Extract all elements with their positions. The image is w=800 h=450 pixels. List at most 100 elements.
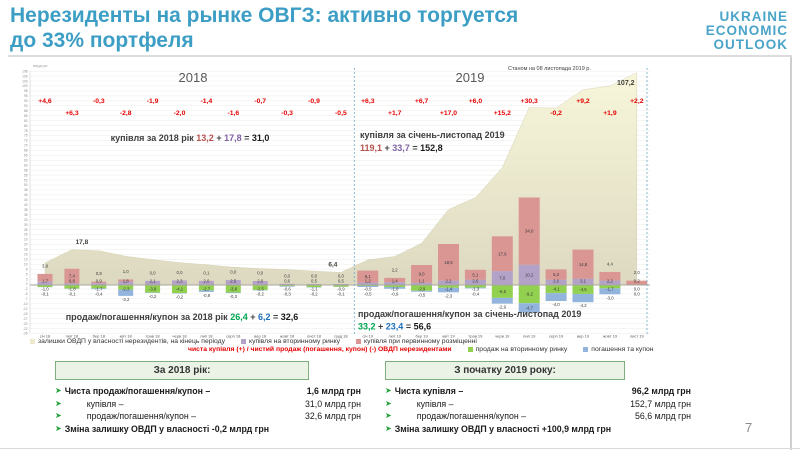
bar-label-redemption: -0,2	[256, 291, 264, 296]
logo-line: ECONOMIC	[705, 23, 788, 39]
y-tick-label: 20	[24, 243, 28, 247]
bar-column-бер 19: 9,0 1,1 -2,9-0,5 +6,7 бер 19	[411, 98, 433, 339]
bar-column-лют 18: 7,40,8 -1,8-0,1 +6,3 лют 18	[64, 110, 80, 339]
bar-label-secondary: 3,1	[580, 279, 587, 284]
x-tick-label: лист 18	[307, 334, 322, 339]
y-tick-label: 35	[24, 213, 28, 217]
net-change-label: +6,0	[469, 98, 483, 105]
bar-label-primary: 6,1	[365, 274, 372, 279]
summary-box-2018-title: За 2018 рік:	[55, 361, 309, 380]
net-change-label: +4,6	[38, 98, 52, 105]
net-change-label: +6,7	[415, 98, 429, 105]
y-tick-label: -22	[23, 327, 28, 331]
legend-label: залишки ОВДП у власності нерезидентів, н…	[38, 338, 226, 345]
y-tick-label: 88	[24, 109, 28, 113]
y-tick-label: 40	[24, 203, 28, 207]
arrow-bullet-icon: ➤	[385, 423, 392, 433]
y-tick-label: 18	[24, 248, 28, 252]
x-tick-label: трав 19	[468, 334, 483, 339]
net-change-label: +15,2	[494, 110, 511, 117]
y-tick-label: 70	[24, 144, 28, 148]
summary-row-label: продаж/погашення/купон –	[86, 411, 197, 421]
bar-column-трав 18: 0,0 2,1 -3,8 -0,2 -1,9 трав 18	[145, 98, 160, 339]
arrow-bullet-icon: ➤	[385, 386, 392, 395]
bar-label-primary: 0,0	[257, 271, 264, 276]
x-tick-label: серп 18	[226, 334, 241, 339]
y-tick-label: -2	[25, 287, 28, 291]
x-tick-label: бер 18	[93, 334, 106, 339]
x-tick-label: груд 18	[334, 334, 348, 339]
bar-label-redemption: -0,1	[68, 291, 76, 296]
bar-label-primary: 0,0	[230, 270, 237, 275]
y-tick-label: -10	[23, 302, 28, 306]
bar-label-sale: -6,5	[499, 289, 507, 294]
bar-label-secondary: 2,6	[472, 279, 479, 284]
net-change-label: +30,3	[521, 98, 538, 105]
legend-swatch	[467, 347, 473, 352]
legend-item: продаж на вторинному ринку	[467, 346, 567, 353]
bar-label-primary: 17,6	[498, 251, 507, 256]
summary-row-label: продаж/погашення/купон –	[416, 411, 527, 421]
section-title-2018: 2018	[179, 70, 208, 85]
bar-label-secondary: 2,0	[257, 279, 264, 284]
bar-label-sale: -1,3	[472, 287, 480, 292]
bar-label-secondary: 0,5	[311, 279, 318, 284]
y-tick-label: 85	[24, 114, 28, 118]
summary-row: ➤ купівля – 31,0 млрд грн	[55, 399, 367, 409]
y-tick-label: -25	[23, 332, 28, 336]
y-tick-label: 80	[24, 124, 28, 128]
bar-label-primary: 7,4	[69, 274, 76, 279]
bar-label-sale: -1,1	[310, 287, 318, 292]
bar-label-redemption: -0,4	[95, 291, 103, 296]
bar-column-груд 18: 0,00,5 -0,9-0,1 -0,5 груд 18	[333, 110, 349, 339]
arrow-bullet-icon: ➤	[385, 411, 392, 420]
x-tick-label: черв 19	[495, 334, 510, 339]
y-tick-label: 93	[24, 99, 28, 103]
y-tick-label: 8	[26, 267, 28, 271]
legend-item: залишки ОВДП у власності нерезидентів, н…	[30, 338, 225, 345]
bar-label-redemption: -0,3	[230, 294, 238, 299]
summary-row-value: 32,6 млрд грн	[305, 411, 361, 421]
buy-2019-label: купівля за січень-листопад 2019	[360, 130, 505, 140]
x-tick-label: квіт 18	[120, 334, 133, 339]
summary-row: ➤ Чиста продаж/погашення/купон – 1,6 млрд …	[55, 386, 367, 396]
summary-row-label: Чиста купівля –	[394, 386, 464, 396]
bar-label-sale: -4,5	[579, 287, 587, 292]
bar-label-redemption: -3,0	[606, 295, 614, 300]
bar-label-sale: -1,7	[606, 287, 614, 292]
bar-label-secondary: 0,9	[96, 279, 103, 284]
bar-label-secondary: 7,0	[499, 276, 506, 281]
bar-label-primary: 0,0	[177, 270, 184, 275]
unit-label: млрд.грн	[33, 64, 48, 68]
bar-label-primary: 1,0	[123, 269, 130, 274]
arrow-bullet-icon: ➤	[55, 411, 62, 420]
bar-label-primary: 3,9	[42, 263, 49, 268]
x-tick-label: черв 18	[172, 334, 187, 339]
page-title-line2: до 33% портфеля	[10, 28, 194, 52]
bar-label-primary: 14,8	[579, 262, 588, 267]
net-change-label: -0,7	[254, 98, 266, 105]
summary-row: ➤ продаж/погашення/купон – 32,6 млрд грн	[55, 411, 367, 421]
bar-label-redemption: -0,4	[472, 291, 480, 296]
sell-2019-equation: 33,2 + 23,4 = 56,6	[358, 322, 431, 332]
y-tick-label: 10	[24, 262, 28, 266]
y-tick-label: -17	[23, 317, 28, 321]
bar-column-січ 18: 3,9 1,7 -1,0-0,1 +4,6 січ 18	[37, 98, 53, 339]
y-tick-label: 53	[24, 178, 28, 182]
y-tick-label: 73	[24, 139, 28, 143]
bar-label-redemption: -2,3	[445, 293, 453, 298]
y-tick-label: 15	[24, 253, 28, 257]
bar-label-secondary: 0,2	[634, 279, 641, 284]
bar-column-бер 18: 0,8 0,9 -1,7-0,4 -0,3 бер 18	[91, 98, 107, 339]
y-tick-label: 0	[26, 282, 28, 286]
bar-label-sale: 0,0	[634, 287, 641, 292]
bar-label-secondary: 2,5	[230, 279, 237, 284]
arrow-bullet-icon: ➤	[55, 423, 62, 433]
y-tick-label: 43	[24, 198, 28, 202]
net-change-label: -1,6	[227, 110, 239, 117]
net-change-label: -2,8	[120, 110, 132, 117]
x-tick-label: лют 18	[66, 334, 79, 339]
bar-label-primary: 4,4	[607, 261, 614, 266]
logo-line: OUTLOOK	[713, 37, 788, 53]
